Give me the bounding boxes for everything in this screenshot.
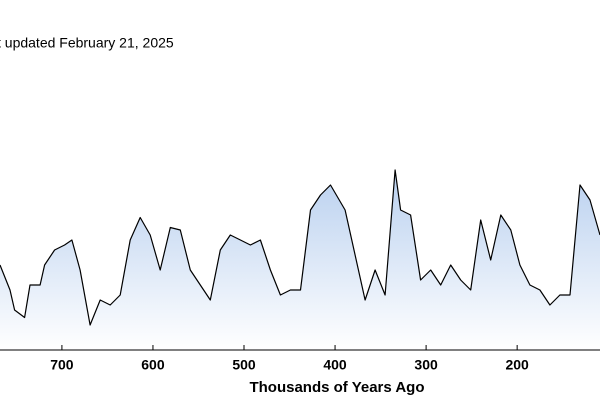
area-fill <box>0 170 600 350</box>
x-axis-title: Thousands of Years Ago <box>249 379 424 396</box>
x-tick-label: 200 <box>505 357 529 373</box>
x-tick-label: 700 <box>50 357 74 373</box>
annotation: t updated February 21, 2025 <box>0 35 174 51</box>
x-tick-label: 600 <box>141 357 165 373</box>
x-tick-label: 300 <box>414 357 438 373</box>
x-tick-label: 500 <box>232 357 256 373</box>
data-line <box>0 169 600 326</box>
x-tick-label: 400 <box>323 357 347 373</box>
